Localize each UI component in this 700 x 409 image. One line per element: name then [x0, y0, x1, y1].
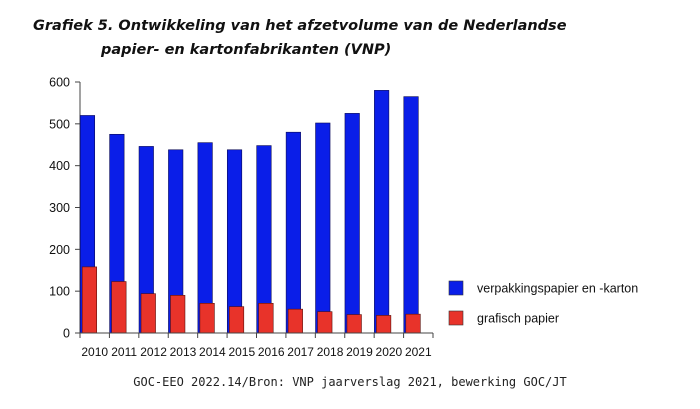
y-tick-label: 300	[49, 201, 70, 215]
bar-verpakkingspapier-2018	[315, 122, 331, 334]
x-tick-label: 2011	[111, 345, 137, 359]
bar-grafisch-papier-2015	[228, 306, 245, 334]
bar-verpakkingspapier-2015	[226, 149, 243, 334]
x-tick-label: 2021	[405, 345, 432, 359]
y-tick-label: 100	[49, 285, 70, 299]
bar-verpakkingspapier-2020	[374, 90, 390, 334]
y-tick-label: 500	[49, 117, 70, 131]
x-tick-label: 2010	[81, 345, 108, 359]
y-tick-label: 200	[49, 243, 70, 257]
bar-grafisch-papier-2020	[376, 315, 392, 334]
bar-grafisch-papier-2017	[287, 308, 303, 334]
legend-swatch	[448, 310, 464, 326]
bar-verpakkingspapier-2017	[285, 131, 301, 334]
source-note: GOC-EEO 2022.14/Bron: VNP jaarverslag 20…	[133, 375, 567, 389]
bar-grafisch-papier-2014	[199, 302, 215, 334]
y-tick-label: 400	[49, 159, 70, 173]
chart-title-line-2: papier- en kartonfabrikanten (VNP)	[101, 42, 392, 58]
bar-grafisch-papier-2010	[81, 266, 98, 334]
bar-grafisch-papier-2018	[317, 311, 333, 334]
legend-label: verpakkingspapier en -karton	[477, 282, 638, 296]
x-tick-label: 2013	[170, 345, 197, 359]
bar-grafisch-papier-2013	[170, 295, 186, 334]
legend-swatch	[448, 280, 464, 296]
bar-verpakkingspapier-2019	[344, 113, 360, 334]
y-tick-label: 0	[63, 327, 70, 341]
x-tick-label: 2017	[287, 345, 314, 359]
x-tick-label: 2018	[317, 345, 344, 359]
bar-grafisch-papier-2016	[258, 302, 274, 334]
bar-grafisch-papier-2011	[111, 281, 127, 334]
bar-grafisch-papier-2012	[140, 293, 156, 334]
y-tick-label: 600	[49, 76, 70, 90]
chart-title-line-1: Grafiek 5. Ontwikkeling van het afzetvol…	[33, 18, 567, 34]
x-tick-label: 2020	[376, 345, 403, 359]
x-tick-label: 2014	[199, 345, 226, 359]
legend-label: grafisch papier	[477, 312, 559, 326]
bar-verpakkingspapier-2021	[403, 96, 419, 334]
bar-grafisch-papier-2019	[346, 314, 362, 334]
x-tick-label: 2016	[258, 345, 285, 359]
x-tick-label: 2015	[228, 345, 255, 359]
x-tick-label: 2012	[140, 345, 167, 359]
bar-grafisch-papier-2021	[405, 313, 421, 334]
x-tick-label: 2019	[346, 345, 373, 359]
